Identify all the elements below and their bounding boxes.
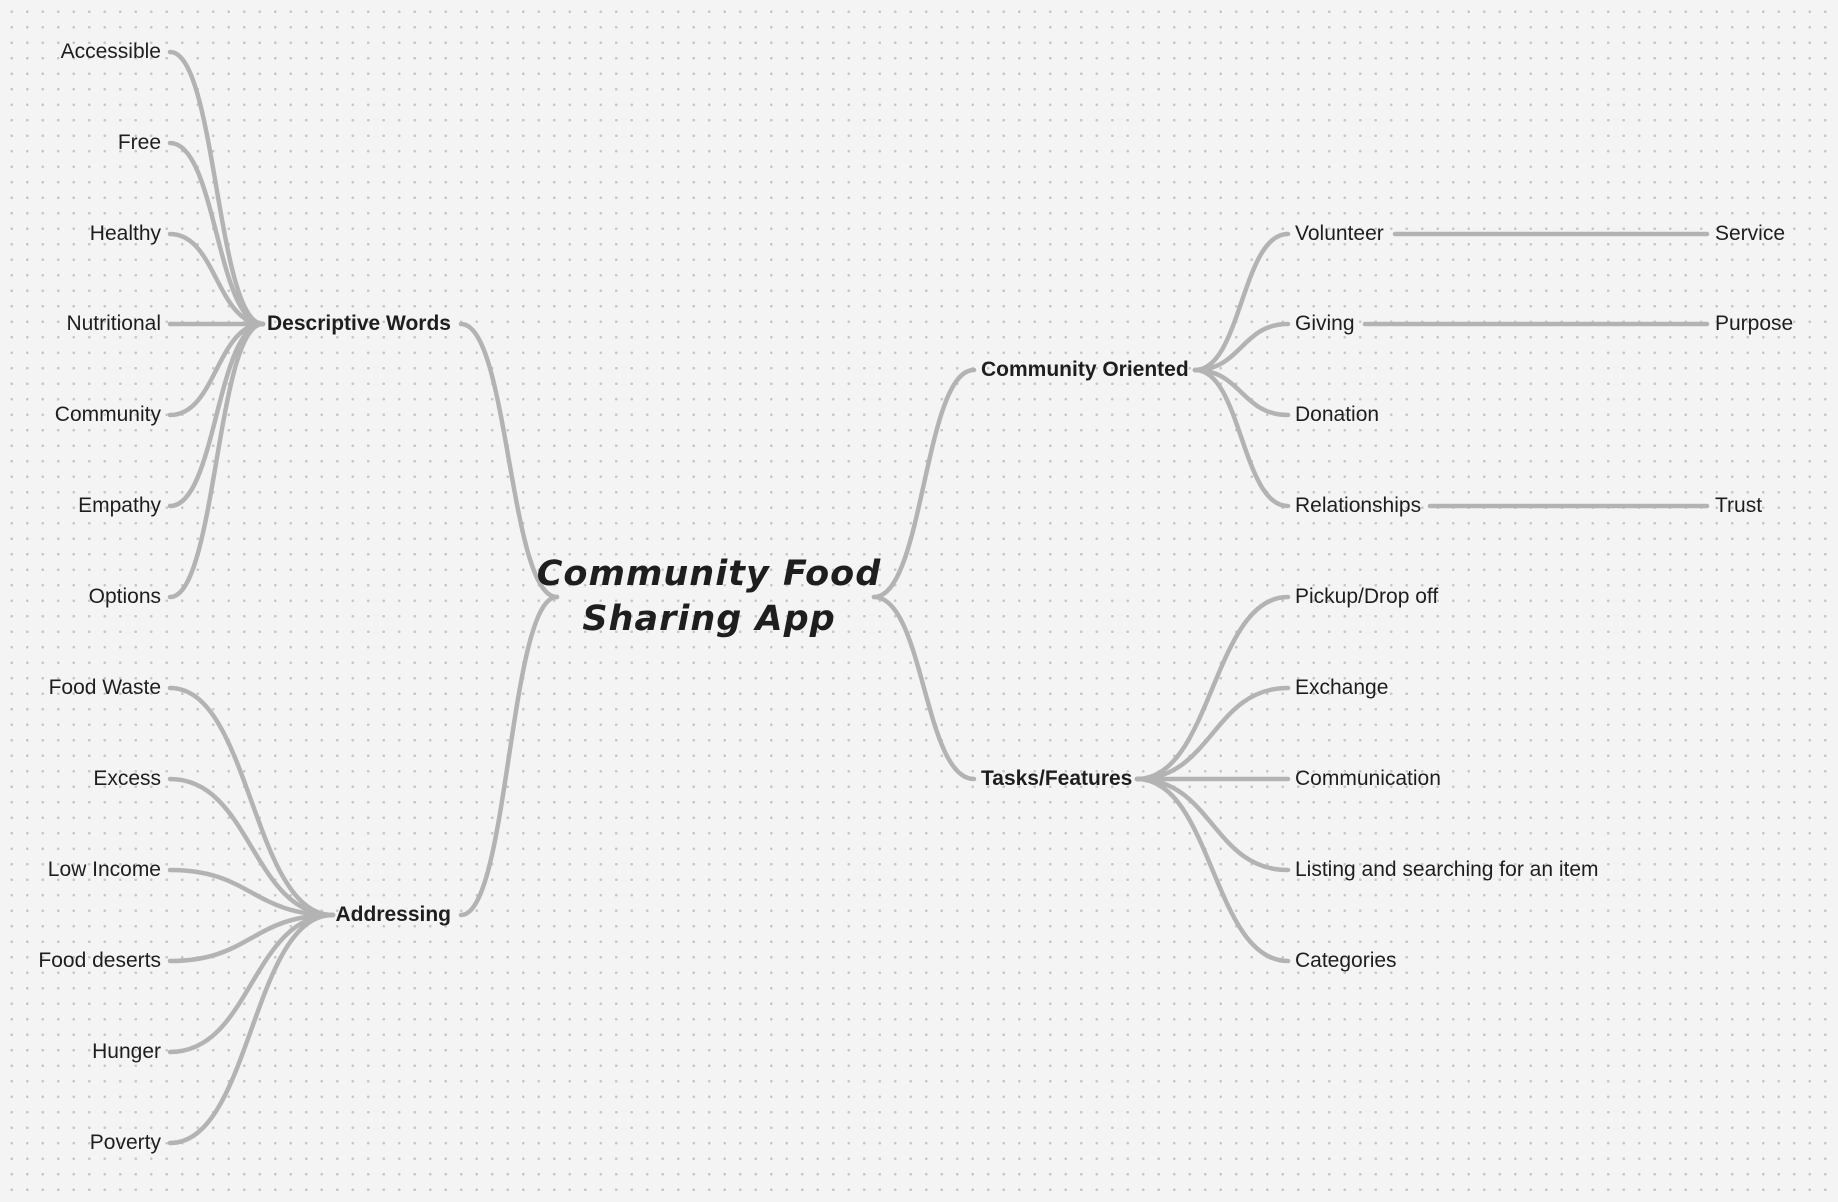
- branch-tasks-features[interactable]: Tasks/Features: [981, 767, 1133, 790]
- connector-descriptive-1: [167, 140, 266, 327]
- node-volunteer[interactable]: Volunteer: [1295, 222, 1384, 245]
- connector-descriptive-4: [167, 321, 266, 418]
- branch-addressing[interactable]: Addressing: [335, 903, 451, 926]
- connector-community-0: [1192, 231, 1291, 373]
- connector-root-descriptive: [458, 321, 560, 600]
- connector-root-addressing: [458, 594, 560, 918]
- node-low-income[interactable]: Low Income: [47, 858, 161, 881]
- node-food-deserts[interactable]: Food deserts: [38, 949, 161, 972]
- node-listing-searching[interactable]: Listing and searching for an item: [1295, 858, 1599, 881]
- node-service[interactable]: Service: [1715, 222, 1786, 245]
- connector-tasks-4: [1134, 776, 1291, 964]
- node-relationships[interactable]: Relationships: [1295, 494, 1422, 517]
- node-excess[interactable]: Excess: [93, 767, 161, 790]
- connector-tasks-3: [1134, 776, 1291, 873]
- connector-addressing-0: [167, 685, 336, 918]
- node-communication[interactable]: Communication: [1295, 767, 1441, 790]
- branch-descriptive-words[interactable]: Descriptive Words: [266, 312, 451, 335]
- node-purpose[interactable]: Purpose: [1715, 312, 1794, 335]
- node-pickup-drop-off[interactable]: Pickup/Drop off: [1295, 585, 1439, 608]
- node-accessible[interactable]: Accessible: [60, 40, 161, 63]
- node-hunger[interactable]: Hunger: [92, 1040, 161, 1063]
- branch-community-oriented[interactable]: Community Oriented: [981, 358, 1189, 381]
- connector-descriptive-2: [167, 231, 266, 327]
- node-categories[interactable]: Categories: [1295, 949, 1397, 972]
- central-topic[interactable]: Community Food Sharing App: [537, 552, 882, 642]
- node-donation[interactable]: Donation: [1295, 403, 1380, 426]
- node-exchange[interactable]: Exchange: [1295, 676, 1389, 699]
- connector-community-2: [1192, 367, 1291, 418]
- connector-tasks-0: [1134, 594, 1291, 782]
- connector-descriptive-0: [167, 49, 266, 327]
- connector-community-3: [1192, 367, 1291, 509]
- central-topic-line-1: Community Food: [536, 554, 882, 594]
- node-empathy[interactable]: Empathy: [78, 494, 161, 517]
- connector-root-community: [871, 367, 977, 600]
- connector-root-tasks: [871, 594, 977, 782]
- connector-addressing-1: [167, 776, 336, 918]
- node-giving[interactable]: Giving: [1295, 312, 1355, 335]
- connector-addressing-3: [167, 912, 336, 964]
- node-food-waste[interactable]: Food Waste: [48, 676, 161, 699]
- connector-community-1: [1192, 321, 1291, 373]
- connector-descriptive-6: [167, 321, 266, 600]
- node-poverty[interactable]: Poverty: [89, 1131, 161, 1154]
- central-topic-line-2: Sharing App: [582, 599, 836, 639]
- connector-tasks-1: [1134, 685, 1291, 782]
- node-trust[interactable]: Trust: [1715, 494, 1763, 517]
- connector-addressing-2: [167, 867, 336, 918]
- node-nutritional[interactable]: Nutritional: [66, 312, 161, 335]
- connector-addressing-4: [167, 912, 336, 1055]
- node-options[interactable]: Options: [88, 585, 161, 608]
- node-healthy[interactable]: Healthy: [89, 222, 161, 245]
- connector-descriptive-5: [167, 321, 266, 509]
- node-free[interactable]: Free: [117, 131, 161, 154]
- connector-addressing-5: [167, 912, 336, 1146]
- node-community[interactable]: Community: [54, 403, 161, 426]
